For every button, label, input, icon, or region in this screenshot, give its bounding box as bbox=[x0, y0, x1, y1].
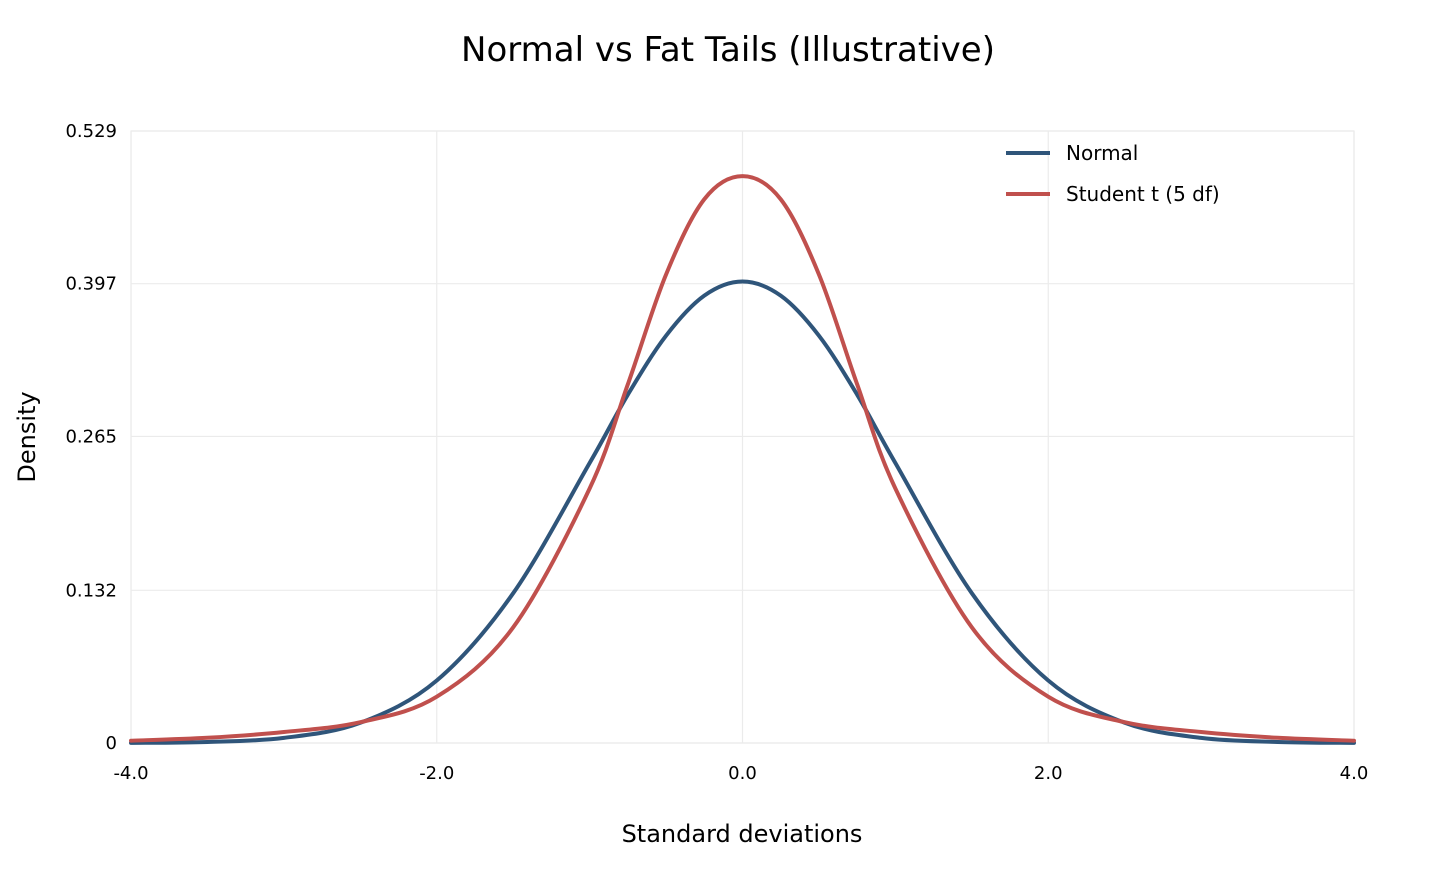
x-tick-label: -2.0 bbox=[419, 763, 454, 784]
y-tick-label: 0 bbox=[106, 733, 117, 754]
series-line-normal bbox=[129, 279, 1356, 745]
y-tick-label: 0.132 bbox=[65, 580, 117, 601]
legend-label: Normal bbox=[1066, 141, 1138, 165]
y-tick-label: 0.397 bbox=[65, 274, 117, 295]
legend-label: Student t (5 df) bbox=[1066, 182, 1220, 206]
y-axis-title: Density bbox=[13, 391, 41, 482]
x-tick-label: 2.0 bbox=[1034, 763, 1063, 784]
plot-frame bbox=[130, 130, 1355, 744]
y-tick-label: 0.265 bbox=[65, 426, 117, 447]
x-tick-label: 0.0 bbox=[728, 763, 757, 784]
x-tick-label: 4.0 bbox=[1340, 763, 1369, 784]
series-line-student-t bbox=[129, 174, 1356, 743]
y-tick-label: 0.529 bbox=[65, 121, 117, 142]
chart-title: Normal vs Fat Tails (Illustrative) bbox=[461, 30, 995, 70]
legend: Normal Student t (5 df) bbox=[1006, 141, 1220, 206]
x-axis-title: Standard deviations bbox=[622, 820, 863, 848]
grid bbox=[130, 130, 1355, 744]
series-lines bbox=[129, 174, 1356, 745]
x-tick-labels: -4.0 -2.0 0.0 2.0 4.0 bbox=[113, 763, 1368, 784]
x-tick-label: -4.0 bbox=[113, 763, 148, 784]
y-tick-labels: 0 0.132 0.265 0.397 0.529 bbox=[65, 121, 117, 754]
